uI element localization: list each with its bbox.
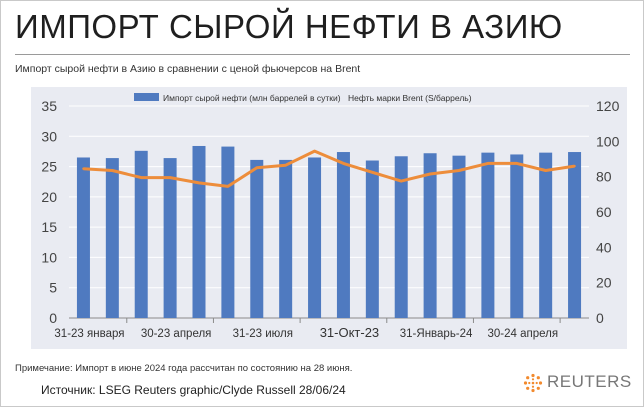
bar (192, 145, 206, 318)
bar (336, 152, 350, 318)
y-left-tick-label: 10 (41, 249, 57, 265)
y-right-tick-label: 80 (596, 169, 612, 185)
bar (250, 159, 264, 318)
brent-price-point (284, 163, 287, 167)
legend-bar-swatch (134, 93, 159, 101)
brent-price-point (371, 171, 374, 174)
bar (539, 152, 553, 318)
bar (423, 153, 437, 318)
y-right-tick-label: 60 (596, 204, 612, 220)
brent-price-point (226, 185, 230, 188)
x-tick-label: 31-23 января (54, 328, 124, 340)
y-left-tick-label: 35 (41, 98, 57, 114)
y-left-tick-label: 5 (49, 280, 57, 296)
x-tick-label: 31-Окт-23 (320, 325, 379, 340)
y-right-tick-label: 120 (596, 98, 620, 114)
bar (510, 154, 524, 318)
brent-price-point (342, 162, 345, 165)
bar (76, 157, 90, 318)
bar (452, 155, 466, 318)
brent-price-point (486, 162, 490, 165)
brent-price-point (515, 162, 518, 165)
brent-price-point (82, 167, 85, 170)
reuters-dots-icon (523, 373, 543, 393)
brent-price-point (428, 172, 432, 176)
bar (481, 152, 495, 318)
brent-price-line (83, 149, 575, 188)
y-right-tick-label: 100 (596, 133, 620, 149)
x-tick-label: 31-23 июля (233, 328, 293, 340)
chart-subtitle: Импорт сырой нефти в Азию в сравнении с … (15, 63, 361, 75)
brent-price-point (140, 176, 143, 179)
brent-price-point (457, 169, 461, 172)
y-left-tick-label: 0 (49, 310, 57, 326)
brent-price-point (168, 176, 172, 179)
plot-area (31, 87, 627, 349)
bar (279, 159, 293, 318)
x-tick-label: 30-24 апреля (487, 328, 558, 340)
brent-price-point (255, 166, 258, 170)
title-divider (15, 54, 630, 55)
y-right-tick-label: 0 (596, 310, 604, 326)
reuters-logo: REUTERS (523, 370, 633, 396)
y-left-tick-label: 15 (41, 219, 57, 235)
brent-price-point (573, 164, 576, 168)
y-left-tick-label: 30 (41, 128, 57, 144)
chart-title: ИМПОРТ СЫРОЙ НЕФТИ В АЗИЮ (15, 8, 563, 45)
bar (163, 158, 177, 318)
brent-price-point (313, 149, 316, 153)
y-right-tick-label: 20 (596, 275, 612, 291)
y-left-tick-label: 25 (41, 159, 57, 175)
y-right-tick-label: 40 (596, 239, 612, 255)
footnote: Примечание: Импорт в июне 2024 года расс… (15, 363, 353, 374)
x-tick-label: 31-Январь-24 (400, 328, 473, 340)
bar (221, 146, 235, 318)
source-line: Источник: LSEG Reuters graphic/Clyde Rus… (41, 383, 346, 397)
brent-price-point (400, 179, 403, 183)
bar (365, 160, 379, 318)
brent-price-point (111, 169, 114, 172)
x-tick-label: 30-23 апреля (141, 328, 212, 340)
brent-price-point (544, 169, 547, 172)
bar (105, 158, 119, 318)
brent-price-point (197, 181, 201, 185)
bar (394, 156, 408, 318)
brand-name: REUTERS (547, 372, 632, 391)
legend-line-label: Нефть марки Brent (S/баррель) (348, 93, 472, 103)
y-left-tick-label: 20 (41, 189, 57, 205)
bar (134, 150, 148, 318)
bar (568, 152, 582, 318)
legend-bar-label: Импорт сырой нефти (млн баррелей в сутки… (163, 93, 341, 103)
bar (308, 157, 322, 318)
